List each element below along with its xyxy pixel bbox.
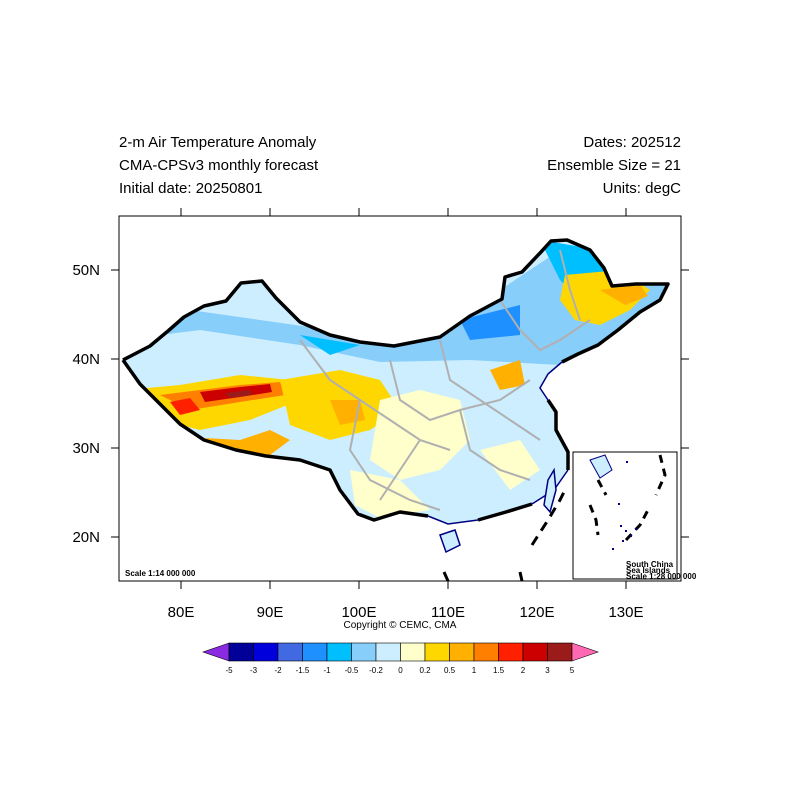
y-tick-50N: 50N [72,262,100,279]
maritime-boundary [442,487,568,582]
x-tick-120E: 120E [519,604,554,621]
colorbar-swatch [449,642,475,662]
colorbar-swatch [498,642,524,662]
colorbar-label: -0.2 [369,666,383,675]
colorbar-label: 0 [398,666,403,675]
colorbar-swatch [473,642,499,662]
colorbar-swatch [302,642,328,662]
map-scale-label: Scale 1:14 000 000 [125,569,196,578]
colorbar-label: 0.5 [444,666,456,675]
colorbar-label: 3 [545,666,550,675]
colorbar-swatch [351,642,377,662]
colorbar-label: -5 [225,666,233,675]
colorbar: -5 -3 -2 -1.5 -1 -0.5 -0.2 0 0.2 0.5 1 1.5 2 3 5 [202,642,599,675]
y-tick-30N: 30N [72,440,100,457]
colorbar-swatch [424,642,450,662]
taiwan-island [543,467,557,514]
colorbar-label: -1.5 [296,666,310,675]
colorbar-label: 1.5 [493,666,505,675]
colorbar-label: 1 [472,666,477,675]
copyright: Copyright © CEMC, CMA [343,620,457,631]
inset-frame [572,451,678,580]
province-lines [299,249,591,511]
header-left: 2-m Air Temperature Anomaly CMA-CPSv3 mo… [119,131,318,200]
y-tick-40N: 40N [72,351,100,368]
x-tick-100E: 100E [341,604,376,621]
colorbar-label: 2 [521,666,526,675]
inset-dashed-line [588,454,667,542]
inset-hainan [589,454,613,479]
colorbar-label: -1 [323,666,331,675]
colorbar-label: 5 [570,666,575,675]
x-tick-90E: 90E [257,604,284,621]
x-tick-130E: 130E [608,604,643,621]
colorbar-swatch [326,642,352,662]
hainan-island [439,529,461,554]
title: 2-m Air Temperature Anomaly [119,134,317,151]
colorbar-swatch [375,642,401,662]
colorbar-swatch [253,642,279,662]
inset-islands [612,461,637,550]
colorbar-label: -0.5 [345,666,359,675]
x-tick-80E: 80E [168,604,195,621]
inset-label-2: Sea Islands [626,566,671,575]
colorbar-label: -2 [274,666,282,675]
dates-label: Dates: 202512 [583,134,681,151]
colorbar-swatch [522,642,548,662]
units-label: Units: degC [602,180,681,197]
colorbar-swatch [547,642,573,662]
national-border [121,238,670,522]
colorbar-swatch [228,642,254,662]
colorbar-label: 0.2 [419,666,431,675]
colorbar-low-arrow [202,642,230,662]
model-label: CMA-CPSv3 monthly forecast [119,157,319,174]
init-date-label: Initial date: 20250801 [119,180,263,197]
inset-scale-label: Scale 1:28 000 000 [626,572,697,581]
header-right: Dates: 202512 Ensemble Size = 21 Units: … [547,131,681,200]
y-tick-20N: 20N [72,529,100,546]
ensemble-label: Ensemble Size = 21 [547,157,681,174]
colorbar-label: -3 [250,666,258,675]
tick-marks [111,208,689,589]
inset-label-1: South China [626,560,674,569]
x-tick-110E: 110E [431,604,465,621]
colorbar-high-arrow [571,642,599,662]
colorbar-swatch [400,642,426,662]
colorbar-swatch [277,642,303,662]
